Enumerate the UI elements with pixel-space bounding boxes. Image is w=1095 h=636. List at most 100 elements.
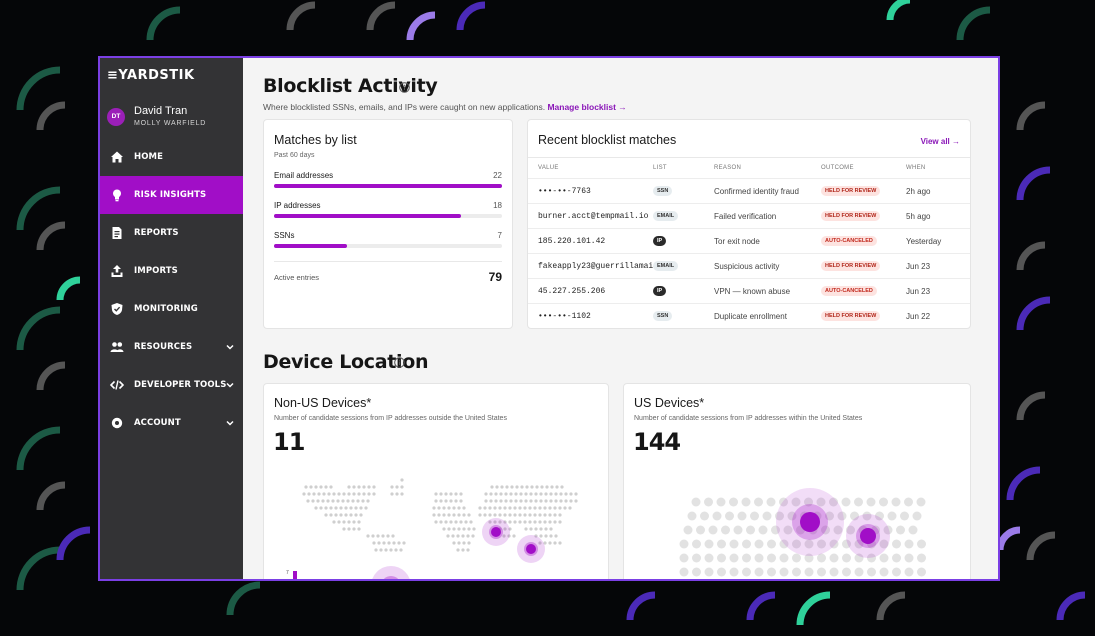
- map-dot: [553, 541, 557, 545]
- map-dot: [349, 513, 353, 517]
- page-subtitle: Where blocklisted SSNs, emails, and IPs …: [263, 102, 627, 112]
- map-dot: [821, 525, 830, 535]
- map-dot: [879, 539, 889, 549]
- info-icon[interactable]: [399, 82, 410, 93]
- view-all-link[interactable]: View all →: [920, 137, 960, 146]
- chevron-down-icon[interactable]: [225, 380, 235, 390]
- map-dot: [359, 513, 363, 517]
- outcome-badge: AUTO-CANCELED: [821, 286, 877, 296]
- yardstik-logo[interactable]: ≡YARDSTIK: [107, 68, 195, 83]
- cell-value: 185.220.101.42: [538, 237, 606, 246]
- map-dot: [687, 511, 697, 521]
- sidebar-item-risk-insights[interactable]: RISK INSIGHTS: [100, 176, 243, 214]
- map-dot: [352, 492, 356, 496]
- info-icon[interactable]: [394, 357, 405, 368]
- sidebar-item-reports[interactable]: REPORTS: [100, 214, 243, 252]
- table-row[interactable]: fakeapply23@guerrillamai… EMAIL Suspicio…: [528, 253, 970, 279]
- map-dot: [307, 492, 311, 496]
- progress-track: [274, 214, 502, 218]
- map-dot: [327, 492, 331, 496]
- user-name: David Tran: [134, 105, 188, 117]
- sidebar-item-label: REPORTS: [134, 228, 179, 238]
- map-dot: [347, 485, 351, 489]
- map-dot: [444, 499, 448, 503]
- map-dot: [395, 492, 399, 496]
- map-dot: [523, 513, 527, 517]
- chevron-down-icon[interactable]: [225, 342, 235, 352]
- sidebar-item-home[interactable]: HOME: [100, 138, 243, 176]
- map-dot: [384, 548, 388, 552]
- map-dot: [679, 567, 689, 577]
- map-dot: [402, 541, 406, 545]
- sidebar-item-developer-tools[interactable]: DEVELOPER TOOLS: [100, 366, 243, 404]
- chevron-down-icon[interactable]: [225, 418, 235, 428]
- map-dot: [367, 485, 371, 489]
- map-dot: [457, 513, 461, 517]
- map-dot: [742, 553, 751, 563]
- divider: [528, 157, 970, 158]
- map-dot: [879, 567, 889, 577]
- map-dot: [729, 497, 738, 507]
- map-dot: [696, 525, 705, 535]
- map-dot: [352, 485, 356, 489]
- sidebar-item-resources[interactable]: RESOURCES: [100, 328, 243, 366]
- user-profile[interactable]: DT David Tran MOLLY WARFIELD: [100, 98, 243, 138]
- map-dot: [539, 534, 543, 538]
- map-dot: [904, 497, 913, 507]
- manage-blocklist-link[interactable]: Manage blocklist →: [547, 102, 627, 112]
- map-dot: [493, 513, 497, 517]
- table-row[interactable]: 185.220.101.42 IP Tor exit node AUTO-CAN…: [528, 228, 970, 254]
- map-dot: [887, 511, 897, 521]
- map-dot: [508, 506, 512, 510]
- map-dot: [692, 539, 701, 549]
- page-title: Blocklist Activity: [263, 75, 438, 97]
- card-period: Past 60 days: [274, 152, 315, 159]
- map-dot: [488, 520, 492, 524]
- table-row[interactable]: 45.227.255.206 IP VPN — known abuse AUTO…: [528, 278, 970, 304]
- map-dot: [351, 499, 355, 503]
- card-title: Non-US Devices*: [274, 396, 372, 410]
- map-dot: [750, 511, 759, 521]
- map-dot: [442, 513, 446, 517]
- sidebar-item-label: MONITORING: [134, 304, 198, 314]
- map-dot: [399, 548, 403, 552]
- map-dot: [539, 527, 543, 531]
- column-header-reason: REASON: [714, 165, 742, 171]
- map-dot: [518, 520, 522, 524]
- map-dot: [543, 520, 547, 524]
- sidebar-item-monitoring[interactable]: MONITORING: [100, 290, 243, 328]
- map-dot: [692, 553, 701, 563]
- home-icon: [111, 151, 123, 163]
- map-dot: [357, 485, 361, 489]
- map-dot: [544, 534, 548, 538]
- map-dot: [729, 553, 739, 563]
- map-dot: [549, 527, 553, 531]
- map-dot: [842, 539, 851, 549]
- map-dot: [509, 499, 513, 503]
- table-row[interactable]: •••-••-1102 SSN Duplicate enrollment HEL…: [528, 303, 970, 329]
- map-dot: [867, 567, 876, 577]
- sidebar-item-imports[interactable]: IMPORTS: [100, 252, 243, 290]
- table-row[interactable]: burner.acct@tempmail.io EMAIL Failed ver…: [528, 203, 970, 229]
- map-dot: [326, 499, 330, 503]
- map-dot: [397, 541, 401, 545]
- map-dot: [447, 527, 451, 531]
- map-dot: [314, 506, 318, 510]
- map-dot: [683, 525, 693, 535]
- map-dot: [377, 541, 381, 545]
- list-badge: SSN: [653, 186, 673, 196]
- table-row[interactable]: •••-••-7763 SSN Confirmed identity fraud…: [528, 178, 970, 204]
- list-badge: IP: [653, 286, 667, 296]
- map-dot: [524, 499, 528, 503]
- hotspot-halo: [372, 566, 410, 579]
- sidebar-item-label: RISK INSIGHTS: [134, 190, 207, 200]
- map-dot: [447, 506, 451, 510]
- map-dot: [452, 513, 456, 517]
- map-dot: [524, 492, 528, 496]
- non-us-devices-card: Non-US Devices* Number of candidate sess…: [263, 383, 609, 579]
- map-dot: [725, 511, 734, 521]
- map-dot: [758, 525, 768, 535]
- map-dot: [489, 492, 493, 496]
- sidebar-item-account[interactable]: ACCOUNT: [100, 404, 243, 442]
- map-dot: [771, 525, 780, 535]
